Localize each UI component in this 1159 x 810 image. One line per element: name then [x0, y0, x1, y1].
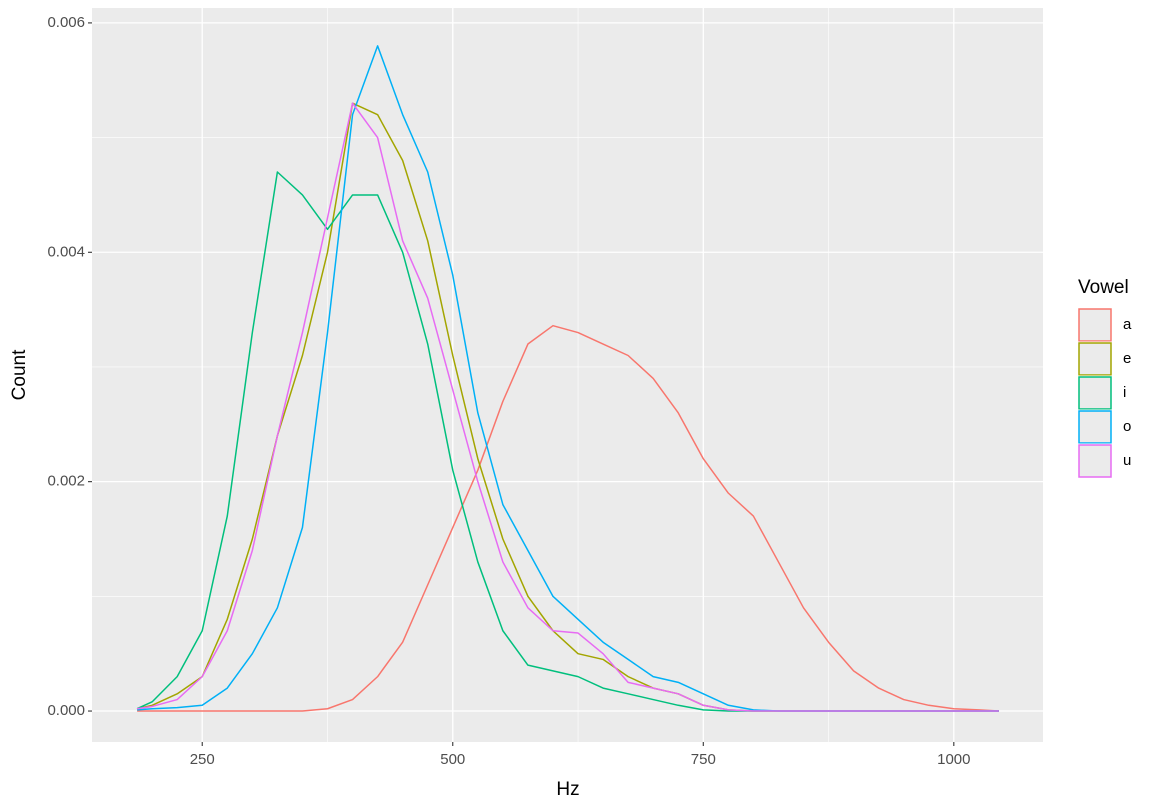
y-tick-label: 0.004 — [47, 243, 85, 260]
y-axis-title: Count — [9, 349, 30, 400]
legend-label: a — [1123, 316, 1132, 333]
x-tick-label: 1000 — [937, 751, 970, 768]
legend-label: u — [1123, 452, 1131, 469]
legend-swatch — [1078, 444, 1112, 478]
legend-label: o — [1123, 418, 1131, 435]
x-tick-label: 500 — [440, 751, 465, 768]
legend-label: i — [1123, 384, 1126, 401]
density-line — [136, 102, 999, 712]
density-line — [137, 324, 999, 712]
legend-swatch — [1078, 308, 1112, 342]
panel — [92, 8, 1043, 742]
legend-swatch — [1078, 342, 1112, 376]
legend-swatch — [1078, 410, 1112, 444]
y-tick-label: 0.006 — [47, 14, 85, 31]
x-tick-label: 750 — [691, 751, 716, 768]
y-tick-label: 0.000 — [47, 702, 85, 719]
legend-swatch — [1078, 376, 1112, 410]
x-tick-label: 250 — [190, 751, 215, 768]
y-tick-label: 0.002 — [47, 473, 85, 490]
legend-title: Vowel — [1078, 277, 1129, 298]
legend-label: e — [1123, 350, 1131, 367]
x-axis-title: Hz — [556, 779, 579, 800]
